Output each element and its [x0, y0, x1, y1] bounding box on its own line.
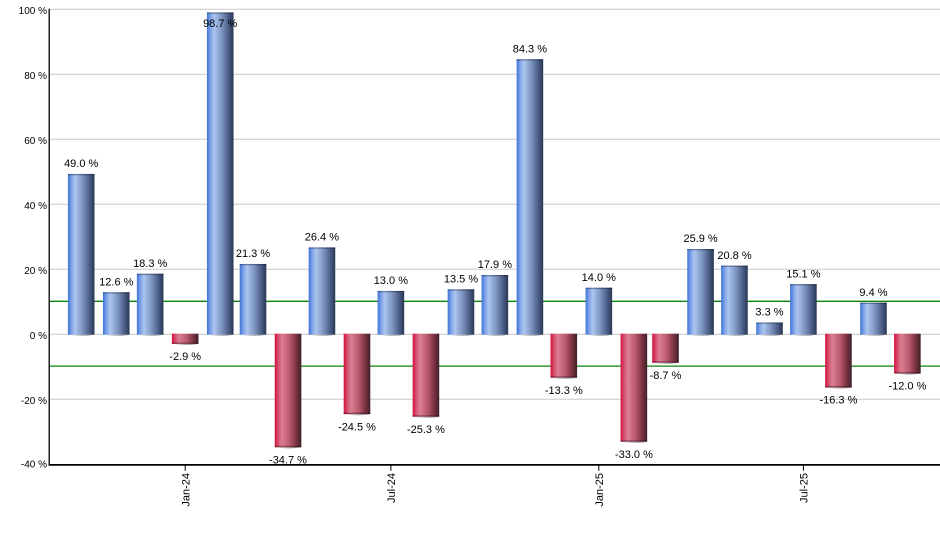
svg-text:-20 %: -20 % — [21, 396, 47, 407]
svg-text:14.0 %: 14.0 % — [582, 272, 616, 284]
svg-text:Jul-25: Jul-25 — [799, 473, 811, 503]
svg-text:Jan-25: Jan-25 — [594, 473, 606, 507]
svg-text:13.5 %: 13.5 % — [444, 274, 478, 286]
svg-text:3.3 %: 3.3 % — [755, 307, 783, 319]
svg-text:17.9 %: 17.9 % — [478, 259, 512, 271]
svg-text:12.6 %: 12.6 % — [99, 277, 133, 289]
svg-text:-8.7 %: -8.7 % — [650, 370, 682, 382]
svg-text:Jan-24: Jan-24 — [180, 473, 192, 507]
svg-text:-40 %: -40 % — [21, 460, 47, 471]
svg-text:21.3 %: 21.3 % — [236, 248, 270, 260]
svg-text:13.0 %: 13.0 % — [374, 275, 408, 287]
svg-text:20.8 %: 20.8 % — [717, 250, 751, 262]
svg-text:-12.0 %: -12.0 % — [888, 381, 926, 393]
svg-text:Jul-24: Jul-24 — [386, 473, 398, 503]
svg-text:49.0 %: 49.0 % — [64, 158, 98, 170]
svg-text:-33.0 %: -33.0 % — [615, 449, 653, 461]
svg-text:20 %: 20 % — [24, 266, 47, 277]
svg-text:100 %: 100 % — [19, 6, 47, 17]
svg-text:-34.7 %: -34.7 % — [269, 455, 307, 467]
svg-text:9.4 %: 9.4 % — [859, 287, 887, 299]
svg-text:-25.3 %: -25.3 % — [407, 424, 445, 436]
svg-text:98.7 %: 98.7 % — [203, 18, 237, 30]
svg-text:26.4 %: 26.4 % — [305, 232, 339, 244]
svg-text:-13.3 %: -13.3 % — [545, 385, 583, 397]
svg-text:-2.9 %: -2.9 % — [169, 351, 201, 363]
svg-text:60 %: 60 % — [24, 136, 47, 147]
svg-text:-24.5 %: -24.5 % — [338, 421, 376, 433]
svg-text:18.3 %: 18.3 % — [133, 258, 167, 270]
svg-text:15.1 %: 15.1 % — [786, 268, 820, 280]
svg-text:40 %: 40 % — [24, 201, 47, 212]
svg-text:80 %: 80 % — [24, 71, 47, 82]
svg-text:-16.3 %: -16.3 % — [819, 395, 857, 407]
svg-text:0 %: 0 % — [30, 331, 47, 342]
svg-text:84.3 %: 84.3 % — [513, 43, 547, 55]
svg-text:25.9 %: 25.9 % — [683, 233, 717, 245]
